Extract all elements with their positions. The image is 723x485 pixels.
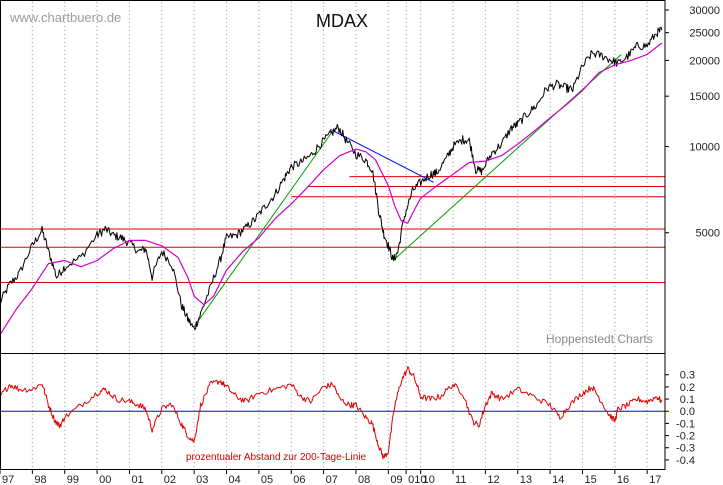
x-tick-label: 13 xyxy=(520,474,532,485)
x-tick-label: 97 xyxy=(2,474,14,485)
x-tick-label: 00 xyxy=(99,474,111,485)
osc-y-tick-label: -0.2 xyxy=(676,431,695,443)
y-tick-label: 15000 xyxy=(689,91,720,103)
credit-label: Hoppenstedt Charts xyxy=(546,332,653,346)
osc-y-tick-label: -0.4 xyxy=(676,455,695,467)
x-tick-label: 02 xyxy=(164,474,176,485)
osc-y-tick-label: 0.2 xyxy=(680,382,695,394)
y-tick-label: 5000 xyxy=(696,228,720,240)
trend-line xyxy=(193,132,333,327)
watermark: www.chartbuero.de xyxy=(9,10,121,25)
trend-line xyxy=(329,128,434,183)
x-tick-label: 15 xyxy=(584,474,596,485)
y-tick-label: 20000 xyxy=(689,55,720,67)
oscillator-note: prozentualer Abstand zur 200-Tage-Linie xyxy=(186,452,367,463)
x-tick-label: 17 xyxy=(649,474,661,485)
x-tick-label: 11 xyxy=(455,474,466,485)
x-tick-label: 04 xyxy=(229,474,241,485)
x-tick-label: 010 xyxy=(408,474,426,485)
y-tick-label: 10000 xyxy=(689,142,720,154)
osc-y-tick-label: 0.0 xyxy=(680,406,695,418)
x-tick-label: 16 xyxy=(617,474,629,485)
x-tick-label: 01 xyxy=(131,474,143,485)
x-tick-label: 08 xyxy=(358,474,370,485)
x-tick-label: 09 xyxy=(390,474,402,485)
trend-line xyxy=(394,53,622,260)
x-tick-label: 99 xyxy=(67,474,79,485)
y-tick-label: 30000 xyxy=(689,5,720,17)
x-tick-label: 03 xyxy=(196,474,208,485)
x-tick-label: 12 xyxy=(487,474,499,485)
mdax-price-line xyxy=(0,26,663,330)
x-tick-label: 10 xyxy=(423,474,435,485)
osc-y-tick-label: 0.3 xyxy=(680,370,695,382)
x-tick-label: 98 xyxy=(34,474,46,485)
osc-y-tick-label: -0.3 xyxy=(676,443,695,455)
chart-title: MDAX xyxy=(316,11,368,31)
y-tick-label: 25000 xyxy=(689,28,720,40)
x-tick-label: 14 xyxy=(552,474,564,485)
x-tick-label: 07 xyxy=(326,474,338,485)
osc-y-tick-label: 0.1 xyxy=(680,394,695,406)
moving-average-line xyxy=(0,42,663,336)
osc-y-tick-label: -0.1 xyxy=(676,418,695,430)
x-tick-label: 06 xyxy=(293,474,305,485)
distance-to-ma200-line xyxy=(0,366,663,460)
x-tick-label: 05 xyxy=(261,474,273,485)
